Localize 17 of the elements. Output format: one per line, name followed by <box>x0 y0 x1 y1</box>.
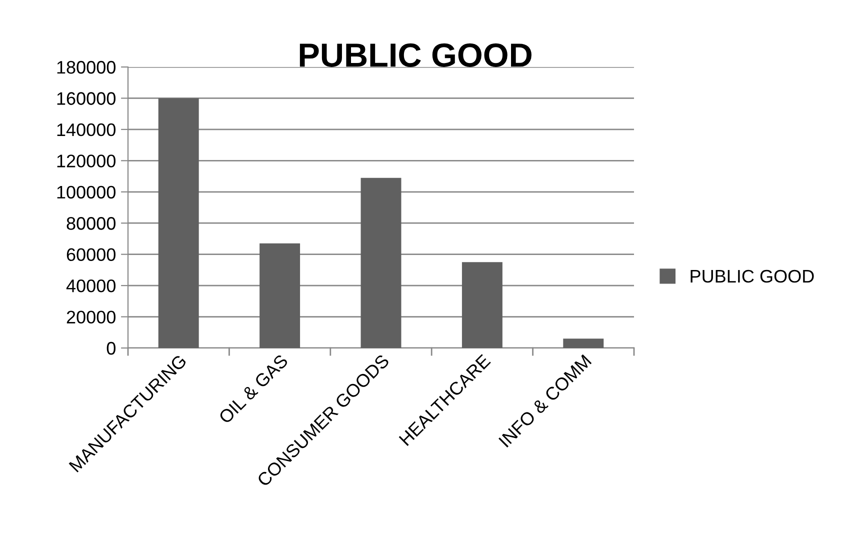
y-tick-label: 120000 <box>57 154 116 168</box>
bar <box>563 338 604 348</box>
y-tick-label: 160000 <box>57 92 116 105</box>
chart-title: PUBLIC GOOD <box>300 43 532 67</box>
y-tick-label: 0 <box>106 342 116 355</box>
y-tick-label: 140000 <box>57 123 116 136</box>
y-tick-label: 180000 <box>57 60 116 74</box>
y-tick-label: 40000 <box>66 279 116 292</box>
y-tick-label: 20000 <box>66 310 116 324</box>
bar <box>158 98 199 348</box>
bar <box>360 178 402 348</box>
y-tick-label: 60000 <box>66 248 116 262</box>
y-tick-label: 80000 <box>66 217 116 230</box>
y-tick-label: 100000 <box>57 186 116 199</box>
legend-label: PUBLIC GOOD <box>690 270 814 283</box>
bar <box>462 262 502 348</box>
bar <box>260 243 300 348</box>
